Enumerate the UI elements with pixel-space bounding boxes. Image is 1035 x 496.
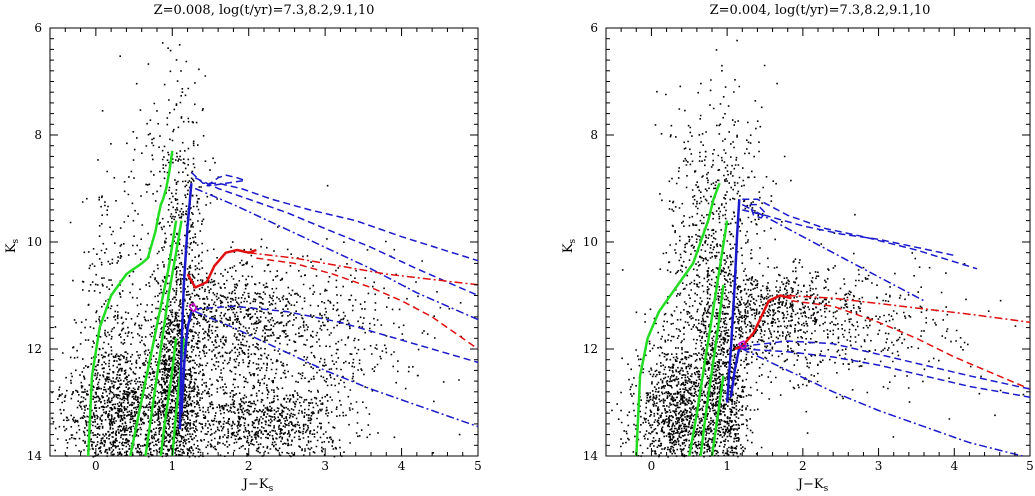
scatter-points	[611, 39, 1025, 458]
y-tick-label: 14	[27, 449, 43, 463]
isochrone-line	[159, 338, 178, 457]
isochrone-line	[742, 209, 955, 257]
isochrone-line	[635, 182, 721, 457]
y-tick-label: 6	[34, 21, 42, 35]
y-tick-label: 12	[27, 342, 42, 356]
y-axis-label-main: K	[4, 243, 19, 253]
x-tick-label: 3	[875, 459, 883, 473]
isochrones	[635, 182, 1031, 457]
x-axis-label-main: J−K	[796, 477, 824, 492]
right-chart: Z=0.004, log(t/yr)=7.3,8.2,9.1,10 J−Ks K…	[561, 3, 1034, 494]
data-point-cloud	[51, 42, 463, 458]
y-axis-label-sub: s	[11, 238, 21, 243]
x-tick-label: 0	[648, 459, 656, 473]
y-axis-label: Ks	[561, 238, 578, 253]
y-tick-label: 10	[583, 235, 598, 249]
x-axis-label-sub: s	[269, 484, 274, 494]
isochrone-line	[248, 251, 479, 286]
isochrone-line	[741, 348, 1023, 457]
isochrone-line	[194, 187, 479, 321]
data-point-cloud	[611, 39, 1025, 458]
isochrone-line	[699, 284, 725, 457]
plot-frame	[49, 27, 479, 457]
svg-text:J−Ks: J−Ks	[241, 477, 274, 494]
y-tick-label: 12	[583, 342, 598, 356]
y-tick-label: 8	[34, 128, 42, 142]
isochrone-line	[178, 183, 193, 430]
y-axis-label-main: K	[561, 243, 576, 253]
chart-title: Z=0.004, log(t/yr)=7.3,8.2,9.1,10	[710, 3, 931, 18]
isochrone-line	[741, 203, 925, 302]
y-tick-label: 14	[583, 449, 599, 463]
isochrone-line	[749, 203, 766, 219]
isochrone-line	[190, 171, 479, 262]
isochrone-line	[195, 305, 479, 364]
svg-text:Ks: Ks	[561, 238, 578, 253]
isochrone-line	[742, 198, 978, 270]
isochrone-line	[688, 220, 729, 457]
isochrone-line	[129, 220, 178, 457]
x-tick-label: 2	[799, 459, 807, 473]
plot-frame	[605, 27, 1031, 457]
left-chart: Z=0.008, log(t/yr)=7.3,8.2,9.1,10 J−Ks K…	[4, 3, 482, 494]
isochrone-line	[144, 220, 183, 457]
isochrone-line	[186, 248, 257, 289]
isochrone-line	[742, 340, 1031, 390]
y-tick-label: 10	[27, 235, 42, 249]
x-tick-label: 5	[474, 459, 482, 473]
isochrone-line	[194, 177, 479, 297]
isochrone-line	[180, 311, 193, 414]
isochrone-line	[725, 199, 741, 403]
chart-title: Z=0.008, log(t/yr)=7.3,8.2,9.1,10	[154, 3, 375, 18]
x-tick-label: 2	[245, 459, 253, 473]
isochrone-line	[194, 310, 479, 428]
x-tick-label: 1	[723, 459, 731, 473]
y-axis-label-sub: s	[568, 238, 578, 243]
svg-text:Ks: Ks	[4, 238, 21, 253]
x-tick-label: 4	[950, 459, 958, 473]
isochrone-line	[791, 300, 1031, 390]
isochrone-line	[256, 257, 479, 350]
x-tick-label: 3	[321, 459, 329, 473]
x-axis-label: J−Ks	[796, 477, 829, 494]
isochrone-line	[188, 302, 198, 313]
x-axis-label-main: J−K	[241, 477, 269, 492]
scatter-points	[51, 42, 463, 458]
isochrone-line	[742, 348, 1031, 398]
isochrone-line	[710, 375, 725, 457]
y-tick-label: 8	[590, 128, 598, 142]
svg-text:J−Ks: J−Ks	[796, 477, 829, 494]
x-tick-label: 4	[398, 459, 406, 473]
x-tick-label: 5	[1026, 459, 1034, 473]
isochrone-line	[86, 150, 174, 457]
x-tick-label: 0	[92, 459, 100, 473]
x-tick-label: 1	[168, 459, 176, 473]
x-axis-label-sub: s	[824, 484, 829, 494]
isochrone-line	[737, 340, 747, 350]
isochrone-line	[787, 294, 1031, 324]
isochrones	[86, 150, 479, 457]
x-axis-label: J−Ks	[241, 477, 274, 494]
y-tick-label: 6	[590, 21, 598, 35]
y-axis-label: Ks	[4, 238, 21, 253]
isochrone-line	[206, 174, 246, 187]
